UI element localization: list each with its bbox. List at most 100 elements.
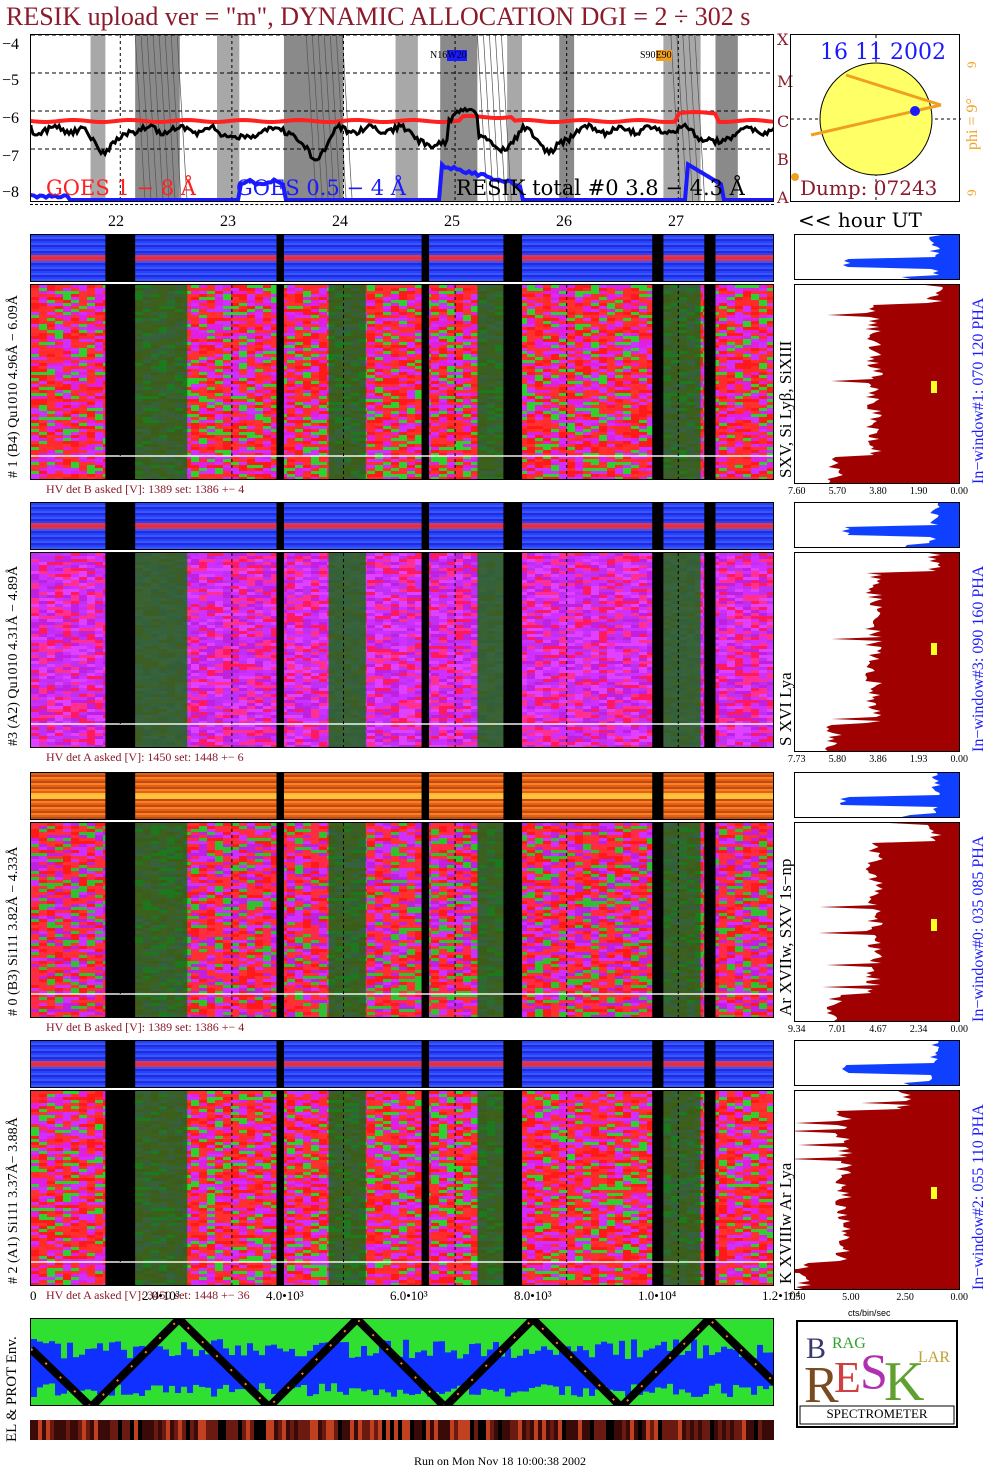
env-strip-cell — [754, 1420, 758, 1440]
env-strip-cell — [386, 1420, 390, 1440]
env-strip-cell — [262, 1420, 266, 1440]
env-green-top — [739, 1319, 745, 1357]
env-strip-cell — [298, 1420, 302, 1440]
env-strip-cell — [178, 1420, 182, 1440]
env-strip-cell — [714, 1420, 718, 1440]
logo-r: R — [804, 1357, 839, 1414]
legend-resik-total: RESIK total #0 3.8 − 4.3 Å — [456, 176, 745, 200]
env-strip-cell — [90, 1420, 94, 1440]
env-strip-cell — [258, 1420, 262, 1440]
data-gap — [503, 553, 523, 747]
data-gap — [105, 503, 136, 549]
data-gap — [652, 553, 664, 747]
profile-strip-plot — [31, 235, 773, 281]
env-green-bottom — [685, 1392, 691, 1405]
env-strip-cell — [558, 1420, 562, 1440]
env-green-top — [409, 1319, 415, 1358]
goes-05-4-curve — [31, 159, 773, 201]
env-green-bottom — [469, 1394, 475, 1405]
env-strip-cell — [678, 1420, 682, 1440]
env-strip-plot — [30, 1420, 774, 1440]
env-green-bottom — [661, 1388, 667, 1405]
env-green-bottom — [91, 1390, 97, 1405]
spectrum-fill — [825, 553, 959, 751]
goes-hatch — [152, 35, 164, 201]
env-strip-cell — [66, 1420, 70, 1440]
env-strip-cell — [206, 1420, 210, 1440]
env-green-bottom — [523, 1391, 529, 1405]
env-green-bottom — [355, 1388, 361, 1405]
env-green-bottom — [169, 1385, 175, 1405]
env-green-top — [271, 1319, 277, 1345]
data-gap — [105, 1041, 136, 1087]
env-green-top — [469, 1319, 475, 1345]
env-green-top — [385, 1319, 391, 1341]
env-strip-cell — [414, 1420, 418, 1440]
goes-class-label: M — [777, 72, 793, 91]
env-green-top — [379, 1319, 385, 1341]
spectrum-plot — [825, 553, 959, 751]
orbit-track-highlight — [31, 1319, 773, 1405]
env-green-top — [643, 1319, 649, 1351]
spectrogram-band — [164, 823, 188, 1017]
env-strip-cell — [158, 1420, 162, 1440]
env-green-top — [673, 1319, 679, 1340]
env-green-top — [439, 1319, 445, 1342]
logo-spectrometer: SPECTROMETER — [802, 1406, 952, 1422]
hv-label: HV det A asked [V]: 1450 set: 1448 +− 6 — [46, 750, 244, 765]
env-green-top — [319, 1319, 325, 1343]
logo-s: S — [860, 1343, 888, 1399]
env-strip-cell — [706, 1420, 710, 1440]
env-green-bottom — [481, 1388, 487, 1405]
bottom-axis-tick: 1.2•10⁴ — [762, 1288, 800, 1304]
data-gap — [652, 823, 664, 1017]
pha-histogram — [794, 502, 960, 548]
env-strip-cell — [310, 1420, 314, 1440]
data-gap — [704, 773, 716, 819]
pha-histogram-plot — [839, 773, 959, 817]
spectrogram-band — [164, 285, 188, 479]
spectrogram-band — [477, 823, 508, 1017]
env-strip-cell — [274, 1420, 278, 1440]
env-strip-cell — [438, 1420, 442, 1440]
env-green-bottom — [475, 1394, 481, 1405]
env-green-top — [709, 1319, 715, 1355]
env-strip-cell — [370, 1420, 374, 1440]
env-green-bottom — [619, 1391, 625, 1405]
data-gap — [704, 503, 716, 549]
env-green-bottom — [43, 1384, 49, 1405]
goes-lightcurve-plot — [31, 35, 773, 201]
env-strip-cell — [330, 1420, 334, 1440]
env-green-bottom — [205, 1387, 211, 1405]
env-green-bottom — [49, 1383, 55, 1405]
env-green-top — [103, 1319, 109, 1351]
env-green-bottom — [331, 1383, 337, 1405]
env-green-top — [589, 1319, 595, 1358]
env-strip-cell — [282, 1420, 286, 1440]
env-strip-cell — [618, 1420, 622, 1440]
pha-histogram-fill — [839, 773, 959, 817]
env-green-bottom — [547, 1385, 553, 1405]
env-green-bottom — [115, 1384, 121, 1405]
env-strip-cell — [746, 1420, 750, 1440]
env-green-top — [745, 1319, 751, 1355]
env-green-bottom — [565, 1386, 571, 1405]
env-strip-cell — [354, 1420, 358, 1440]
env-strip-cell — [634, 1420, 638, 1440]
spectrum-plot — [795, 1091, 959, 1289]
env-green-bottom — [151, 1385, 157, 1405]
env-strip-cell — [702, 1420, 706, 1440]
spectrum-ticks: 7.50 5.00 2.50 0.00 — [788, 1292, 968, 1303]
env-green-bottom — [745, 1387, 751, 1405]
env-green-top — [97, 1319, 103, 1344]
env-green-top — [571, 1319, 577, 1352]
pha-histogram-plot — [842, 1041, 959, 1085]
hv-label: HV det B asked [V]: 1389 set: 1386 +− 4 — [46, 1020, 244, 1035]
goes-ytick: −5 — [2, 72, 19, 90]
logo-b: B — [806, 1332, 826, 1365]
env-strip-cell — [174, 1420, 178, 1440]
env-panel — [30, 1318, 774, 1406]
detector-block: HV det B asked [V]: 1389 set: 1386 +− 4 #… — [0, 232, 1004, 500]
spectrum-plot-panel — [794, 552, 960, 752]
bottom-axis-tick: 0 — [30, 1288, 37, 1304]
